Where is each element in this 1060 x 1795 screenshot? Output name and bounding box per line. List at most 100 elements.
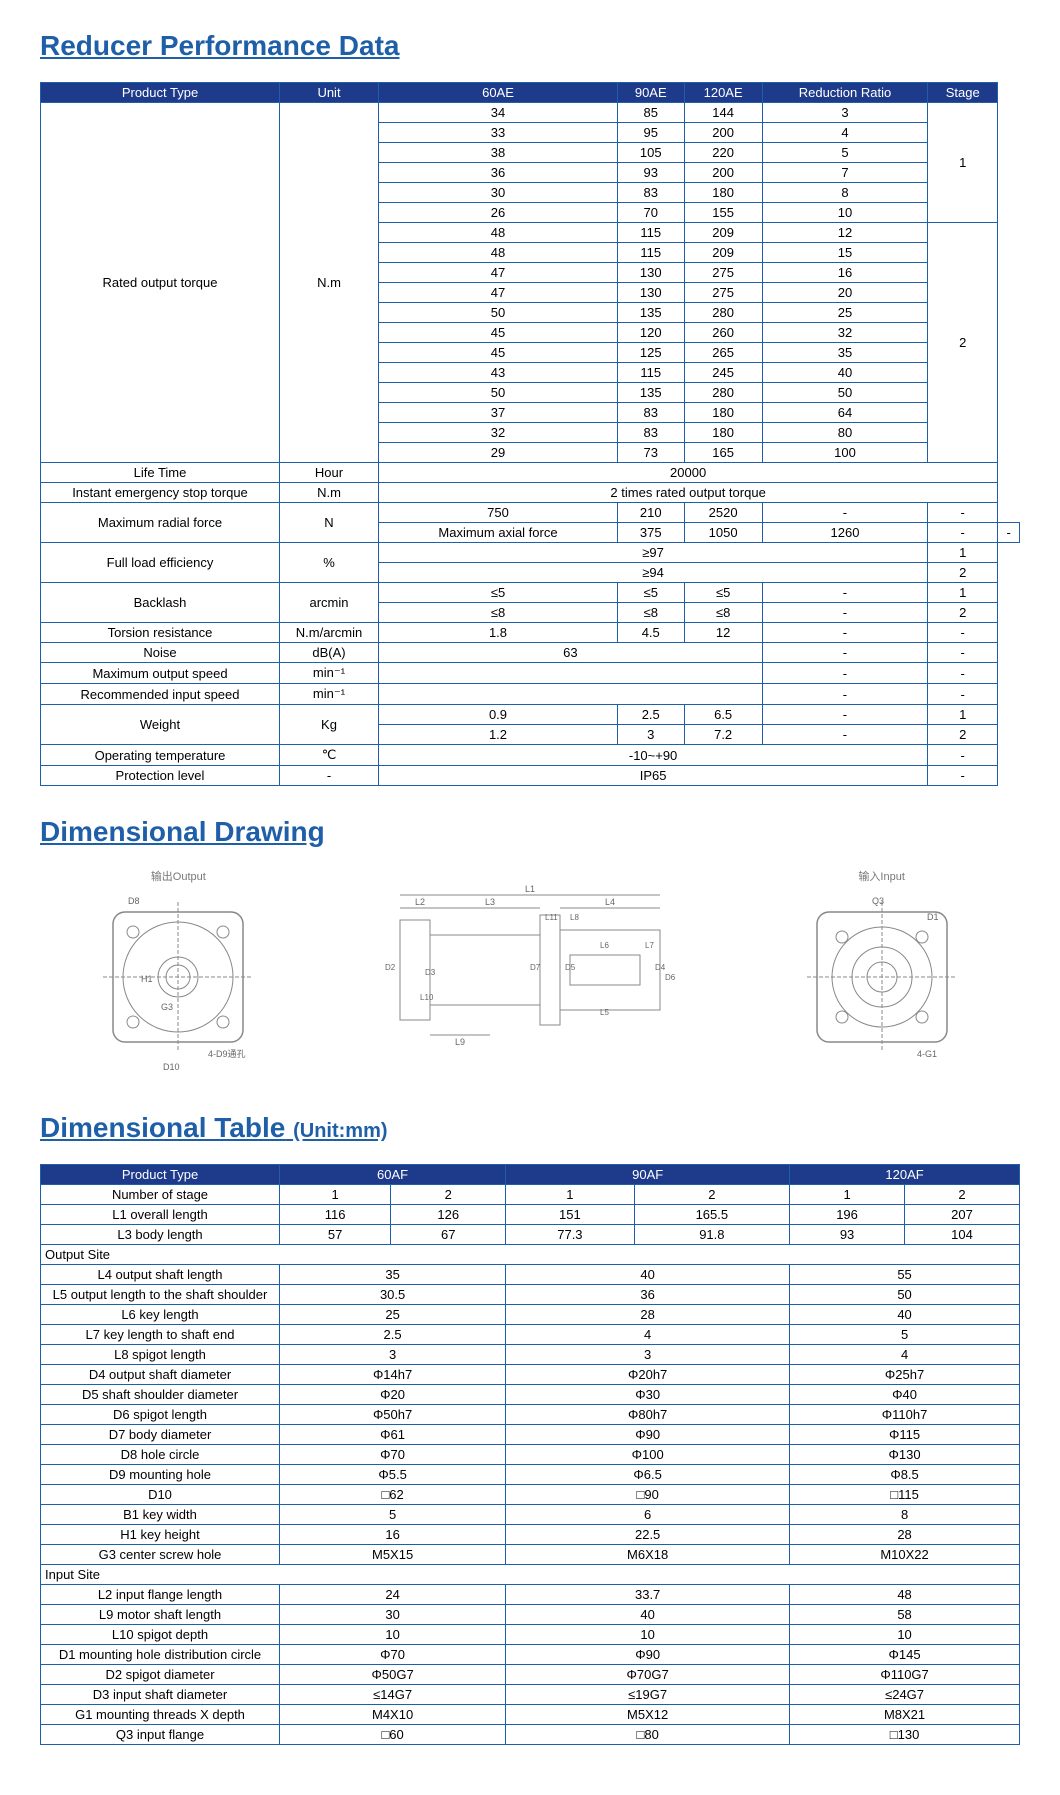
svg-text:D8: D8 [128,896,140,906]
cell: - [762,705,927,725]
param-label: Torsion resistance [41,623,280,643]
cell: 37 [379,403,618,423]
cell: 180 [684,183,762,203]
cell: 20 [762,283,927,303]
param-label: D2 spigot diameter [41,1665,280,1685]
cell: 33 [379,123,618,143]
param-label: D1 mounting hole distribution circle [41,1645,280,1665]
svg-text:D7: D7 [530,963,541,972]
cell: □130 [790,1725,1020,1745]
cell: 180 [684,423,762,443]
svg-text:L9: L9 [455,1037,465,1047]
unit-label: N.m [280,103,379,463]
cell: ≤5 [618,583,685,603]
cell: 126 [391,1205,506,1225]
cell: 1 [790,1185,905,1205]
cell: ≤8 [684,603,762,623]
perf-header: Reduction Ratio [762,83,927,103]
svg-text:D3: D3 [425,968,436,977]
cell: 30 [379,183,618,203]
cell: □62 [280,1485,506,1505]
cell: 3 [618,725,685,745]
cell: 25 [762,303,927,323]
param-label: L10 spigot depth [41,1625,280,1645]
cell: 2 [391,1185,506,1205]
cell: 196 [790,1205,905,1225]
cell: 7 [762,163,927,183]
svg-text:D1: D1 [927,912,939,922]
cell: 30 [280,1605,506,1625]
cell: 12 [684,623,762,643]
param-label: L6 key length [41,1305,280,1325]
param-label: Life Time [41,463,280,483]
param-label: L4 output shaft length [41,1265,280,1285]
cell: 30.5 [280,1285,506,1305]
cell: 155 [684,203,762,223]
cell: 220 [684,143,762,163]
param-label: Instant emergency stop torque [41,483,280,503]
cell: IP65 [379,766,928,786]
perf-header: 90AE [618,83,685,103]
cell: 260 [684,323,762,343]
unit-label: N.m [280,483,379,503]
cell: 64 [762,403,927,423]
cell: 200 [684,123,762,143]
cell: 22.5 [506,1525,790,1545]
param-label: L9 motor shaft length [41,1605,280,1625]
cell: ≤8 [379,603,618,623]
cell: 93 [790,1225,905,1245]
cell: ≤8 [618,603,685,623]
cell: 3 [280,1345,506,1365]
stage-cell: 1 [928,705,998,725]
cell: 1 [506,1185,634,1205]
svg-text:L7: L7 [645,941,654,950]
svg-text:4-D9通孔: 4-D9通孔 [208,1049,246,1059]
cell: - [762,503,927,523]
cell: 32 [762,323,927,343]
svg-text:L1: L1 [525,884,535,894]
cell: 130 [618,263,685,283]
cell: ≤14G7 [280,1685,506,1705]
input-flange-drawing: Q3 D1 4-G1 [797,892,967,1072]
cell: 45 [379,323,618,343]
svg-text:D5: D5 [565,963,576,972]
param-label: Maximum axial force [379,523,618,543]
cell: 245 [684,363,762,383]
dim-header: 60AF [280,1165,506,1185]
cell: 77.3 [506,1225,634,1245]
cell: □80 [506,1725,790,1745]
cell [379,684,763,705]
cell: Φ50h7 [280,1405,506,1425]
cell: 20000 [379,463,998,483]
cell: - [928,745,998,766]
cell: 36 [506,1285,790,1305]
svg-text:H1: H1 [141,974,153,984]
cell: 125 [618,343,685,363]
svg-text:4-G1: 4-G1 [917,1049,937,1059]
cell: 200 [684,163,762,183]
cell: Φ100 [506,1445,790,1465]
perf-title: Reducer Performance Data [40,30,1020,62]
cell: M8X21 [790,1705,1020,1725]
param-label: D10 [41,1485,280,1505]
perf-header: 60AE [379,83,618,103]
cell: 5 [762,143,927,163]
cell: 165 [684,443,762,463]
cell: 26 [379,203,618,223]
cell: - [928,684,998,705]
stage-cell: 1 [928,103,998,223]
svg-text:L6: L6 [600,941,609,950]
cell: 120 [618,323,685,343]
cell: 48 [379,243,618,263]
cell: ≤5 [684,583,762,603]
svg-text:L8: L8 [570,913,579,922]
cell: 15 [762,243,927,263]
cell: 10 [506,1625,790,1645]
cell: 5 [790,1325,1020,1345]
cell: M4X10 [280,1705,506,1725]
cell: 2.5 [618,705,685,725]
cell: 50 [379,383,618,403]
cell: Φ70 [280,1645,506,1665]
cell: 73 [618,443,685,463]
cell: 36 [379,163,618,183]
